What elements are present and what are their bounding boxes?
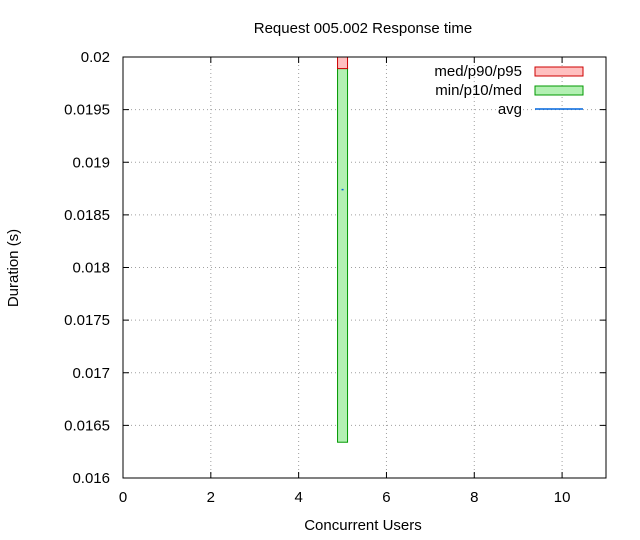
legend-swatch (534, 66, 584, 77)
box-min-p10-med (337, 68, 349, 443)
y-tick-label: 0.0185 (64, 207, 110, 224)
legend: med/p90/p95 min/p10/med avg (434, 63, 584, 118)
legend-swatch (534, 85, 584, 96)
x-tick-label: 0 (119, 489, 127, 506)
y-tick-label: 0.019 (72, 154, 110, 171)
y-axis-label: Duration (s) (5, 229, 22, 307)
y-tick-label: 0.016 (72, 470, 110, 487)
y-tick-label: 0.018 (72, 260, 110, 277)
x-tick-label: 10 (554, 489, 571, 506)
plot-marks (337, 56, 349, 443)
x-tick-label: 6 (382, 489, 390, 506)
x-axis-label: Concurrent Users (304, 517, 422, 534)
box-med-p90-p95 (337, 56, 349, 70)
axis-ticks: 0.016 0.0165 0.017 0.0175 0.018 0.0185 0.019 0.… (64, 49, 606, 506)
chart-title: Request 005.002 Response time (254, 20, 472, 37)
x-tick-label: 4 (294, 489, 302, 506)
legend-label: min/p10/med (435, 82, 522, 99)
grid-lines (123, 57, 606, 478)
legend-label: med/p90/p95 (434, 63, 522, 80)
y-tick-label: 0.02 (81, 49, 110, 66)
x-tick-label: 8 (470, 489, 478, 506)
y-tick-label: 0.017 (72, 365, 110, 382)
y-tick-label: 0.0175 (64, 312, 110, 329)
x-tick-label: 2 (207, 489, 215, 506)
y-tick-label: 0.0195 (64, 102, 110, 119)
y-tick-label: 0.0165 (64, 417, 110, 434)
legend-label: avg (498, 101, 522, 118)
